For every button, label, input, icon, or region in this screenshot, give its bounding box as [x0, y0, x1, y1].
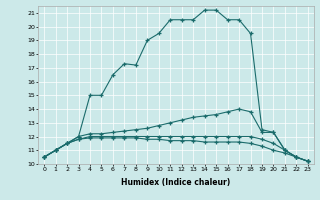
X-axis label: Humidex (Indice chaleur): Humidex (Indice chaleur)	[121, 178, 231, 187]
